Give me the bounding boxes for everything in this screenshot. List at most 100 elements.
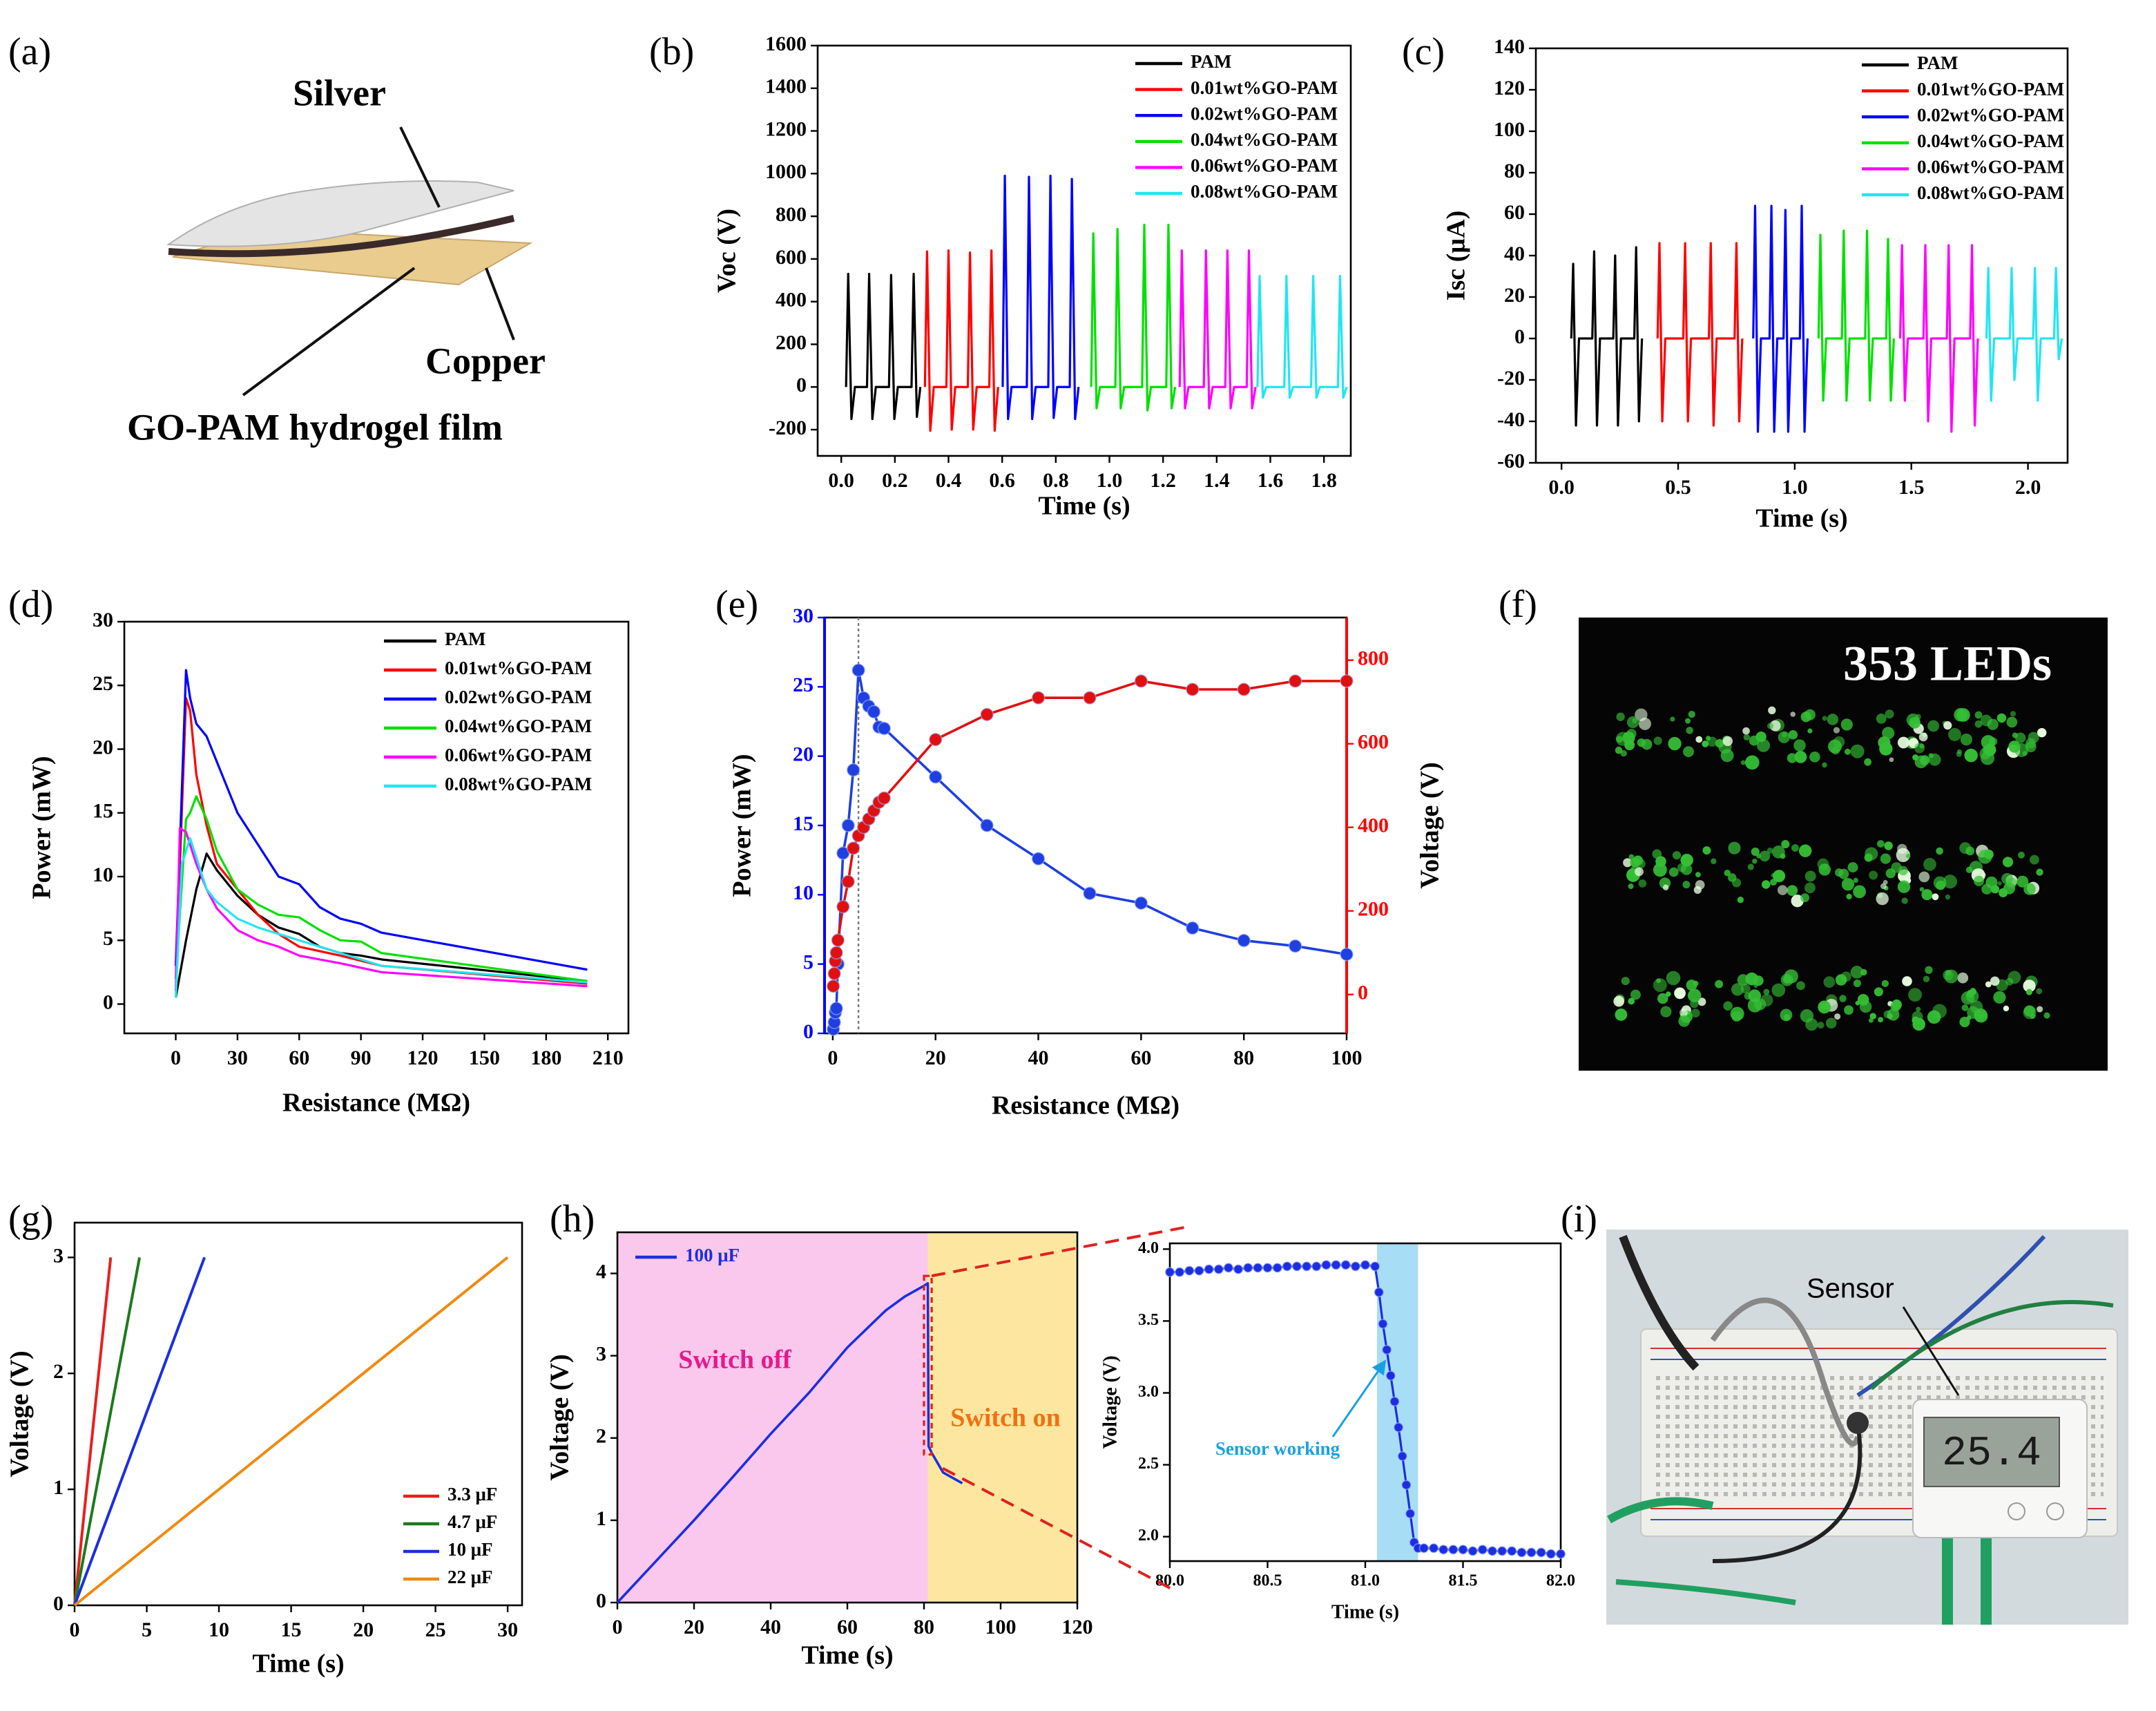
legend-label: 0.04wt%GO-PAM bbox=[1917, 131, 2064, 151]
led bbox=[1959, 842, 1972, 854]
y-tick-label: 10 bbox=[93, 863, 113, 886]
led bbox=[1744, 755, 1760, 770]
diagram-label: Silver bbox=[293, 72, 386, 113]
data-point bbox=[1438, 1545, 1449, 1555]
x-tick-label: 0 bbox=[70, 1618, 80, 1641]
led bbox=[1788, 729, 1798, 740]
data-point bbox=[1360, 1260, 1371, 1270]
x-tick-label: 20 bbox=[684, 1616, 704, 1638]
led bbox=[1686, 727, 1693, 734]
silver-layer bbox=[166, 180, 514, 247]
x-tick-label: 5 bbox=[142, 1618, 152, 1641]
led bbox=[2018, 851, 2025, 859]
y-tick-label: 4.0 bbox=[1138, 1239, 1159, 1257]
x-tick-label: 40 bbox=[760, 1616, 781, 1638]
x-tick-label: 100 bbox=[985, 1616, 1017, 1638]
y-tick-label: 4 bbox=[596, 1260, 606, 1283]
led bbox=[1742, 727, 1750, 735]
led bbox=[1840, 718, 1853, 731]
led bbox=[1993, 991, 2006, 1004]
x-tick-label: 40 bbox=[1028, 1046, 1049, 1069]
data-point bbox=[1507, 1546, 1517, 1556]
led bbox=[1787, 753, 1798, 763]
device-diagram: Silver Copper GO-PAM hydrogel film bbox=[127, 72, 546, 448]
chart: 0.0 0.5 1.0 1.5 2.0 -60 -40 -20 0 20 40 60 80 100 120 1… bbox=[1442, 35, 2069, 533]
led bbox=[1833, 736, 1845, 748]
led bbox=[1616, 712, 1625, 721]
data-point bbox=[1389, 1396, 1400, 1407]
led bbox=[1794, 750, 1807, 763]
led bbox=[1878, 1017, 1884, 1023]
panel-label: (f) bbox=[1499, 583, 1537, 626]
y-axis-title: Power (mW) bbox=[728, 754, 757, 897]
led-photo: 353 LEDs bbox=[1579, 618, 2108, 1071]
x-tick-label: 81.5 bbox=[1449, 1572, 1478, 1590]
led bbox=[2003, 882, 2015, 895]
panel-label: (c) bbox=[1402, 30, 1445, 73]
led bbox=[1804, 882, 1816, 894]
data-line bbox=[1570, 246, 1644, 427]
data-line bbox=[616, 1282, 963, 1604]
legend-label: 0.06wt%GO-PAM bbox=[1917, 157, 2064, 178]
led bbox=[1695, 880, 1705, 890]
y2-tick-label: 0 bbox=[1358, 982, 1368, 1004]
legend-label: 0.02wt%GO-PAM bbox=[1917, 104, 2064, 125]
y2-tick-label: 800 bbox=[1358, 647, 1389, 670]
led bbox=[1752, 858, 1758, 864]
data-point bbox=[836, 899, 850, 914]
led bbox=[1641, 738, 1653, 750]
led bbox=[1731, 1011, 1742, 1022]
led bbox=[1680, 854, 1693, 867]
x-tick-label: 20 bbox=[925, 1046, 946, 1069]
data-point bbox=[1194, 1265, 1204, 1276]
x-tick-label: 1.2 bbox=[1150, 469, 1176, 492]
x-tick-label: 30 bbox=[497, 1618, 518, 1641]
led bbox=[1737, 897, 1744, 904]
y-tick-label: 5 bbox=[103, 927, 113, 950]
x-tick-label: 10 bbox=[209, 1618, 229, 1641]
led bbox=[1850, 744, 1865, 758]
y-tick-label: 2.0 bbox=[1138, 1527, 1159, 1545]
led bbox=[1874, 987, 1883, 997]
led bbox=[1981, 735, 1996, 749]
data-line bbox=[831, 680, 1347, 986]
button bbox=[2008, 1502, 2025, 1520]
legend-label: 0.02wt%GO-PAM bbox=[1191, 103, 1338, 124]
led bbox=[1897, 880, 1911, 893]
x-tick-label: 90 bbox=[351, 1046, 372, 1069]
data-point bbox=[928, 770, 943, 784]
led bbox=[1793, 739, 1806, 752]
x-tick-label: 150 bbox=[469, 1046, 500, 1069]
led bbox=[1707, 736, 1717, 747]
led bbox=[1864, 758, 1871, 766]
y-tick-label: 600 bbox=[776, 246, 807, 269]
y-tick-label: 400 bbox=[776, 289, 807, 312]
led bbox=[1897, 736, 1909, 749]
y-tick-label: 2 bbox=[53, 1360, 64, 1383]
led bbox=[1869, 1013, 1876, 1020]
x-tick-label: 81.0 bbox=[1351, 1572, 1380, 1590]
led bbox=[1783, 1013, 1791, 1021]
led bbox=[1925, 966, 1933, 974]
led bbox=[1923, 975, 1930, 983]
led bbox=[1628, 868, 1636, 877]
x-tick-label: 60 bbox=[837, 1616, 858, 1638]
led bbox=[2036, 988, 2043, 995]
legend-label: 22 μF bbox=[447, 1567, 493, 1587]
data-point bbox=[867, 705, 881, 719]
led bbox=[1628, 883, 1634, 890]
data-point bbox=[1555, 1549, 1566, 1559]
data-point bbox=[1164, 1267, 1175, 1277]
led bbox=[1901, 897, 1908, 904]
led bbox=[1818, 1000, 1831, 1014]
led bbox=[1724, 870, 1731, 877]
data-line bbox=[923, 249, 999, 432]
led bbox=[1628, 997, 1635, 1005]
data-point bbox=[851, 663, 865, 678]
data-line bbox=[831, 669, 1347, 1030]
data-point bbox=[1204, 1264, 1214, 1274]
y-tick-label: 140 bbox=[1494, 35, 1525, 58]
led bbox=[1990, 976, 2000, 986]
component bbox=[1847, 1412, 1869, 1434]
y-tick-label: -200 bbox=[769, 417, 807, 439]
